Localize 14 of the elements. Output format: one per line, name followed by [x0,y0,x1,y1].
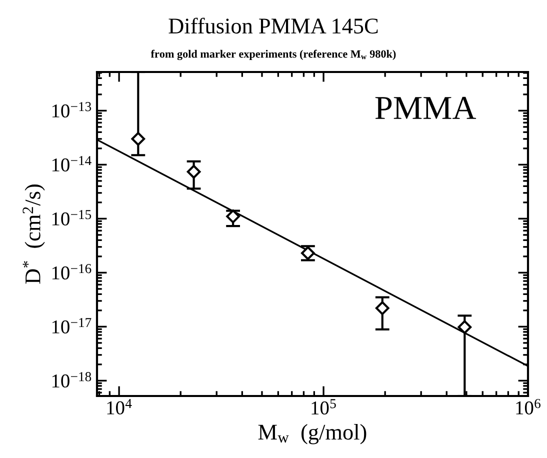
y-axis-title: D$^{*}$ (cm$^{2}$/s) [22,184,45,284]
y-tick-label: 10$^{−15}$ [52,210,92,226]
x-axis-title: M$_{w}$ (g/mol) [258,424,366,444]
y-tick-label: 10$^{−14}$ [52,156,92,172]
chart-title: Diffusion PMMA 145C [168,18,378,34]
x-tick-label: 10$^{5}$ [312,399,336,415]
y-tick-label: 10$^{−16}$ [52,264,92,280]
y-tick-label: 10$^{−18}$ [52,372,92,388]
chart-subtitle: from gold marker experiments (reference M$_{w}$ 980k) [150,50,396,60]
y-tick-label: 10$^{−17}$ [52,318,92,334]
y-tick-label: 10$^{−13}$ [52,102,92,118]
x-tick-label: 10$^{6}$ [516,398,540,414]
annotation: PMMA [375,96,476,119]
x-tick-label: 10$^{4}$ [107,398,132,414]
